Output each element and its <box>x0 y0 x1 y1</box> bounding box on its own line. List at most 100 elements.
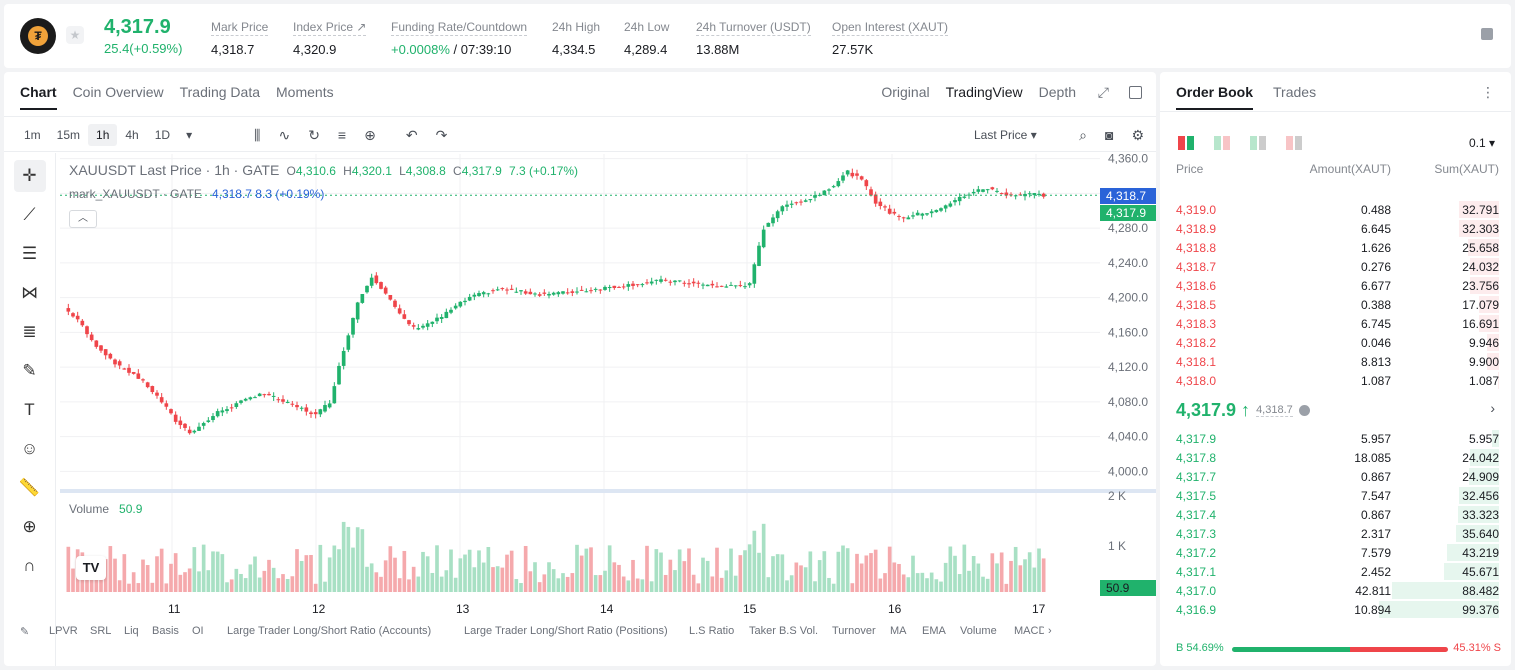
collapse-legend-button[interactable]: ︿ <box>69 210 97 228</box>
order-row[interactable]: 4,317.8 18.085 24.042 <box>1160 448 1511 467</box>
order-row[interactable]: 4,317.5 7.547 32.456 <box>1160 486 1511 505</box>
indicator-ls-accounts[interactable]: Large Trader Long/Short Ratio (Accounts) <box>227 625 432 637</box>
gear-icon[interactable]: ⚙ <box>1131 127 1144 143</box>
tab-tradingview[interactable]: TradingView <box>945 84 1023 100</box>
tradingview-logo[interactable]: TV <box>76 556 106 580</box>
indicator-basis[interactable]: Basis <box>152 625 179 637</box>
order-row[interactable]: 4,318.6 6.677 23.756 <box>1160 276 1511 295</box>
search-icon[interactable]: ⌕ <box>1079 127 1087 143</box>
order-row[interactable]: 4,318.5 0.388 17.079 <box>1160 295 1511 314</box>
timeframe-1m[interactable]: 1m <box>24 128 41 142</box>
templates-icon[interactable]: ≡ <box>337 127 347 143</box>
info-icon[interactable] <box>1298 405 1310 416</box>
indicator-volume[interactable]: Volume <box>960 625 997 637</box>
tab-moments[interactable]: Moments <box>276 84 334 100</box>
order-row[interactable]: 4,316.9 10.894 99.376 <box>1160 600 1511 619</box>
indicator-ls-ratio[interactable]: L.S Ratio <box>689 625 735 637</box>
stat-open-interest[interactable]: Open Interest (XAUT) 27.57K <box>832 18 949 57</box>
timeframe-1h[interactable]: 1h <box>88 124 118 146</box>
tab-order-book[interactable]: Order Book <box>1176 84 1254 110</box>
candle-body <box>523 291 528 294</box>
indicator-oi[interactable]: OI <box>192 625 204 637</box>
order-row[interactable]: 4,318.9 6.645 32.303 <box>1160 219 1511 238</box>
zoom-icon[interactable]: ⊕ <box>22 517 37 536</box>
timeframe-dropdown-icon[interactable]: ▾ <box>186 128 193 142</box>
chevron-right-icon[interactable]: › <box>1048 625 1052 637</box>
add-indicator-icon[interactable]: ⊕ <box>364 127 376 143</box>
camera-icon[interactable]: ◙ <box>1104 127 1114 143</box>
tab-trading-data[interactable]: Trading Data <box>179 84 261 100</box>
refresh-icon[interactable]: ↻ <box>308 127 320 143</box>
order-row[interactable]: 4,318.1 8.813 9.900 <box>1160 352 1511 371</box>
tab-coin-overview[interactable]: Coin Overview <box>72 84 164 100</box>
order-row[interactable]: 4,317.9 5.957 5.957 <box>1160 429 1511 448</box>
timeframe-15m[interactable]: 15m <box>56 128 81 142</box>
view-both-icon[interactable] <box>1178 136 1194 150</box>
indicator-ls-positions[interactable]: Large Trader Long/Short Ratio (Positions… <box>464 625 668 637</box>
stat-index-price[interactable]: Index Price ↗ 4,320.9 <box>293 18 367 57</box>
order-row[interactable]: 4,317.1 2.452 45.671 <box>1160 562 1511 581</box>
timeframe-4h[interactable]: 4h <box>125 128 139 142</box>
order-row[interactable]: 4,317.3 2.317 35.640 <box>1160 524 1511 543</box>
tab-original[interactable]: Original <box>881 84 930 100</box>
indicator-ma[interactable]: MA <box>890 625 907 637</box>
order-row[interactable]: 4,318.3 6.745 16.691 <box>1160 314 1511 333</box>
view-split-icon[interactable] <box>1214 136 1230 150</box>
candle-body <box>878 201 883 207</box>
trendline-icon[interactable]: ⟋ <box>23 205 36 224</box>
stat-24h-turnover[interactable]: 24h Turnover (USDT) 13.88M <box>696 18 811 57</box>
indicators-icon[interactable]: ∿ <box>278 127 291 143</box>
order-row[interactable]: 4,318.2 0.046 9.946 <box>1160 333 1511 352</box>
indicator-liq[interactable]: Liq <box>124 625 139 637</box>
tab-chart[interactable]: Chart <box>20 84 57 110</box>
indicator-srl[interactable]: SRL <box>90 625 112 637</box>
crosshair-icon[interactable]: ✛ <box>13 160 46 192</box>
volume-bar <box>1027 552 1032 592</box>
indicator-turnover[interactable]: Turnover <box>832 625 876 637</box>
chevron-right-icon[interactable]: › <box>1490 400 1495 416</box>
window-icon[interactable] <box>1129 86 1142 99</box>
order-row[interactable]: 4,317.7 0.867 24.909 <box>1160 467 1511 486</box>
ruler-icon[interactable]: 📏 <box>18 478 41 497</box>
price-chart[interactable]: 4,360.04,320.04,280.04,240.04,200.04,160… <box>4 72 1156 666</box>
view-asks-icon[interactable] <box>1286 136 1302 150</box>
order-row[interactable]: 4,318.0 1.087 1.087 <box>1160 371 1511 390</box>
indicator-ema[interactable]: EMA <box>922 625 946 637</box>
expand-icon[interactable]: ⤢ <box>1097 84 1109 100</box>
volume-bar <box>925 578 929 592</box>
volume-bar <box>257 577 262 592</box>
more-options-icon[interactable]: ⋮ <box>1481 84 1495 100</box>
indicator-taker-vol[interactable]: Taker B.S Vol. <box>749 625 819 637</box>
timeframe-1d[interactable]: 1D <box>154 128 171 142</box>
pattern-icon[interactable]: ⋈ <box>21 283 38 302</box>
text-icon[interactable]: T <box>24 400 35 419</box>
horizontal-lines-icon[interactable]: ☰ <box>21 244 38 263</box>
indicator-macd[interactable]: MACD <box>1014 625 1044 637</box>
stat-funding-rate[interactable]: Funding Rate/Countdown +0.0008% / 07:39:… <box>391 18 528 57</box>
stat-mark-price[interactable]: Mark Price 4,318.7 <box>211 18 269 57</box>
emoji-icon[interactable]: ☺ <box>20 439 39 458</box>
order-row[interactable]: 4,317.4 0.867 33.323 <box>1160 505 1511 524</box>
book-icon[interactable] <box>1481 28 1493 40</box>
indicator-lpvr[interactable]: LPVR <box>49 625 78 637</box>
order-row[interactable]: 4,317.2 7.579 43.219 <box>1160 543 1511 562</box>
candle-type-icon[interactable]: ⫼ <box>254 127 261 143</box>
tab-depth[interactable]: Depth <box>1038 84 1076 100</box>
undo-icon[interactable]: ↶ <box>405 127 418 143</box>
order-row[interactable]: 4,318.7 0.276 24.032 <box>1160 257 1511 276</box>
price-type-select[interactable]: Last Price ▾ <box>974 128 1037 142</box>
precision-select[interactable]: 0.1 ▾ <box>1468 136 1495 150</box>
tab-trades[interactable]: Trades <box>1273 84 1317 100</box>
volume-bar <box>486 547 491 592</box>
view-bids-icon[interactable] <box>1250 136 1266 150</box>
favorite-star-icon[interactable]: ★ <box>66 26 84 44</box>
brush-icon[interactable]: ✎ <box>22 361 37 380</box>
fib-icon[interactable]: ≣ <box>22 322 37 341</box>
redo-icon[interactable]: ↷ <box>435 127 448 143</box>
magnet-icon[interactable]: ∩ <box>23 556 36 575</box>
order-row[interactable]: 4,317.0 42.811 88.482 <box>1160 581 1511 600</box>
order-row[interactable]: 4,318.8 1.626 25.658 <box>1160 238 1511 257</box>
candle-body <box>556 292 561 295</box>
edit-icon[interactable]: ✎ <box>20 626 30 638</box>
order-row[interactable]: 4,319.0 0.488 32.791 <box>1160 200 1511 219</box>
